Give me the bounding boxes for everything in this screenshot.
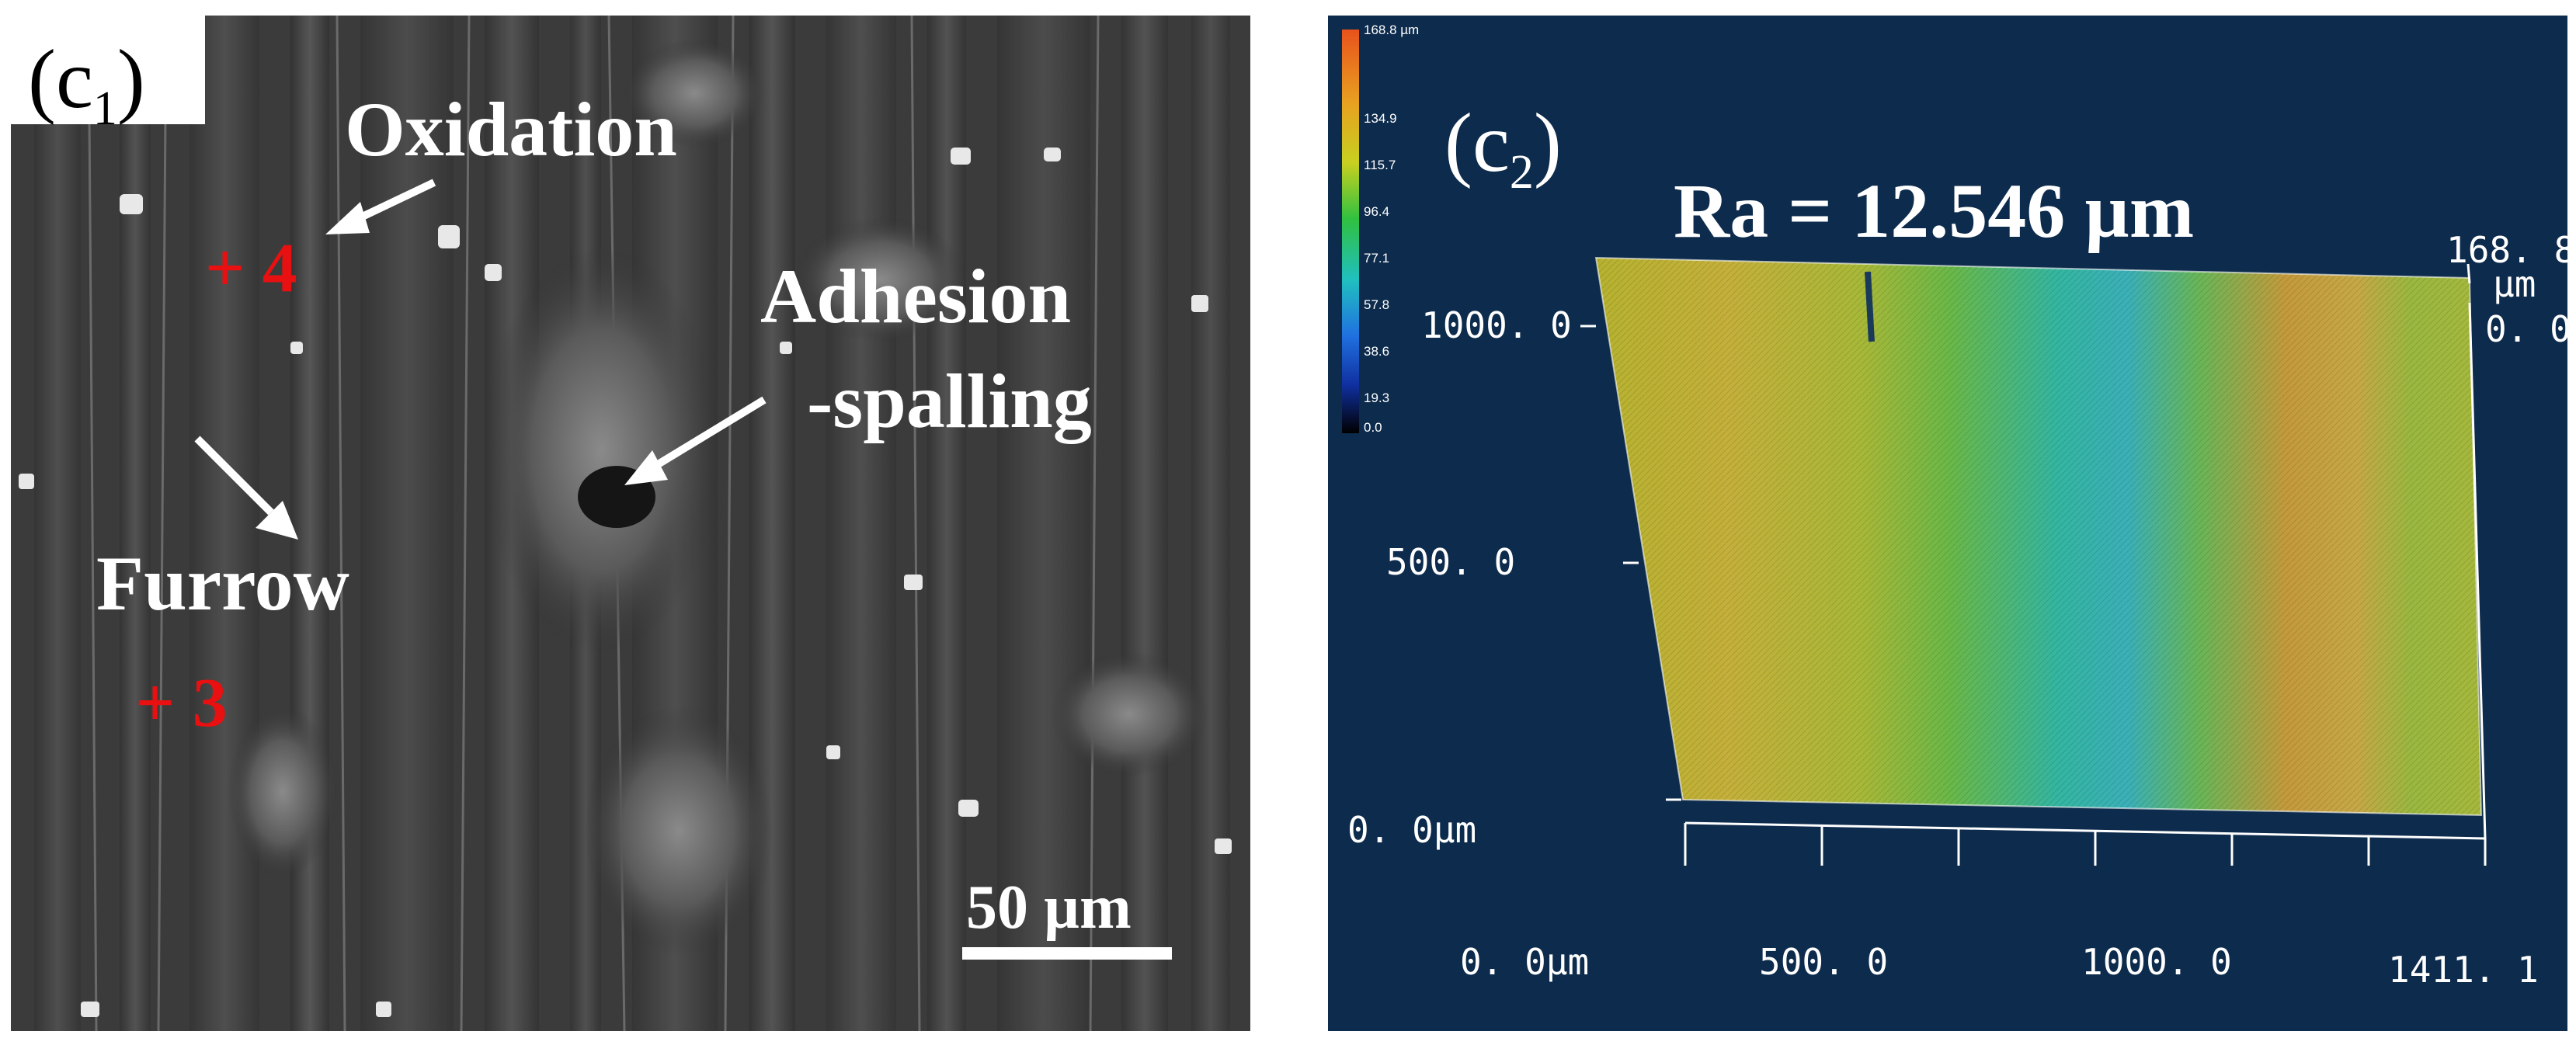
cbar-tick: 0.0	[1364, 420, 1382, 435]
y-axis-labels: 1000. 0 500. 0 0. 0µm	[1347, 304, 1572, 851]
y-axis-tick: 0. 0µm	[1347, 809, 1476, 851]
spalling-patches	[228, 39, 1207, 955]
arrow-furrow	[194, 436, 298, 540]
cbar-tick: 77.1	[1364, 251, 1389, 266]
profile-3d-plot: 168.8 µm 134.9 115.7 96.4 77.1 57.8 38.6…	[1328, 16, 2567, 1031]
cbar-tick: 115.7	[1364, 158, 1396, 172]
panel-label-c1: (c1)	[28, 33, 145, 135]
z-axis-top: 168. 8	[2446, 229, 2567, 271]
x-axis-labels: 0. 0µm 500. 0 1000. 0 1411. 1	[1460, 941, 2539, 991]
y-axis-tick: 1000. 0	[1421, 304, 1572, 346]
panel-label-box	[11, 16, 205, 124]
arrow-adhesion	[624, 396, 767, 485]
z-axis-labels: 168. 8 µm 0. 0	[2446, 229, 2567, 350]
sem-image: (c1) Oxidation + 4 Adhesion -spalling Fu…	[11, 16, 1250, 1031]
label-furrow: Furrow	[96, 540, 349, 627]
z-axis-unit: µm	[2493, 263, 2536, 305]
color-scale-ticks: 168.8 µm 134.9 115.7 96.4 77.1 57.8 38.6…	[1364, 23, 1419, 435]
arrow-oxidation	[325, 179, 436, 234]
surface-profile-panel: 168.8 µm 134.9 115.7 96.4 77.1 57.8 38.6…	[1328, 16, 2567, 1031]
label-oxidation: Oxidation	[345, 86, 677, 172]
surface-height-map	[1594, 256, 2483, 817]
cbar-tick: 57.8	[1364, 297, 1389, 312]
roughness-ra-label: Ra = 12.546 µm	[1674, 168, 2194, 254]
scale-bar-label: 50 µm	[966, 873, 1132, 942]
cbar-tick: 168.8 µm	[1364, 23, 1419, 37]
cbar-tick: 134.9	[1364, 111, 1397, 126]
cbar-tick: 19.3	[1364, 391, 1389, 405]
sem-micrograph-panel: (c1) Oxidation + 4 Adhesion -spalling Fu…	[11, 16, 1250, 1031]
color-scale-bar	[1342, 30, 1359, 433]
label-adhesion: Adhesion	[760, 253, 1071, 339]
axis-frame	[1580, 263, 2487, 866]
x-axis-tick: 500. 0	[1759, 941, 1888, 983]
x-axis-tick: 1000. 0	[2081, 941, 2232, 983]
y-axis-tick: 500. 0	[1386, 541, 1515, 583]
panel-label-c2: (c2)	[1444, 97, 1562, 199]
cbar-tick: 96.4	[1364, 204, 1389, 219]
cbar-tick: 38.6	[1364, 344, 1389, 359]
marker-point-3: + 3	[135, 665, 228, 741]
scale-bar	[962, 947, 1172, 960]
x-axis-tick: 0. 0µm	[1460, 941, 1589, 983]
x-axis-tick: 1411. 1	[2388, 949, 2539, 991]
label-spalling: -spalling	[807, 358, 1092, 444]
marker-point-4: + 4	[205, 230, 297, 307]
debris-particles	[19, 148, 1232, 1017]
z-axis-bottom: 0. 0	[2485, 308, 2567, 350]
